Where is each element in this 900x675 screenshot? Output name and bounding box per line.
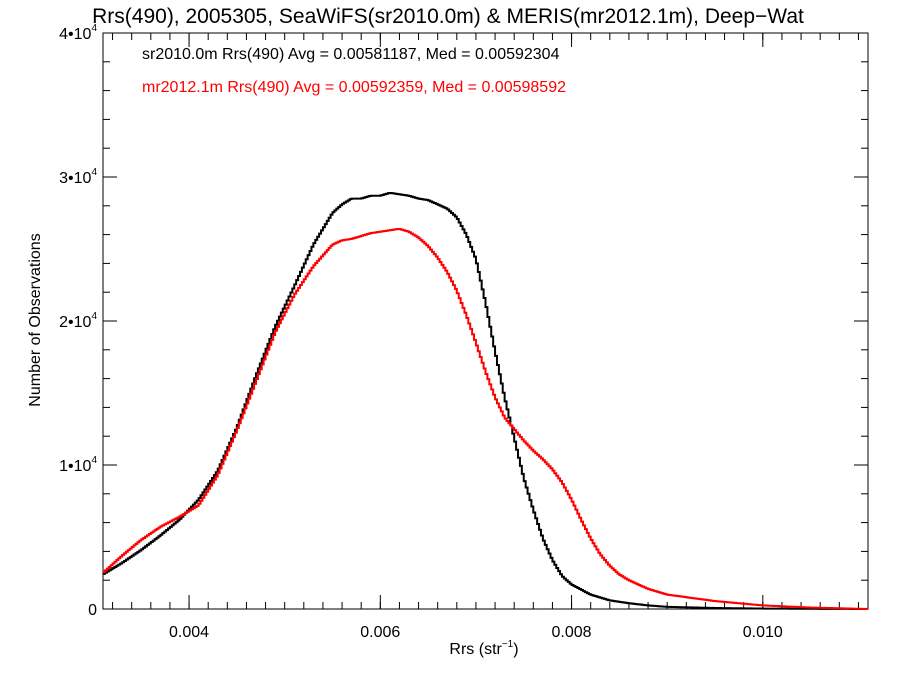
x-axis-label-suffix: ) <box>513 641 518 658</box>
legend-annotation-mr2012: mr2012.1m Rrs(490) Avg = 0.00592359, Med… <box>142 79 566 96</box>
y-tick-label: 1•104 <box>59 455 97 475</box>
series-layer <box>103 191 868 610</box>
y-tick-label-base: 1•10 <box>59 458 91 475</box>
y-tick-label: 2•104 <box>59 311 97 331</box>
x-tick-label: 0.010 <box>743 624 783 641</box>
x-tick-label: 0.008 <box>552 624 592 641</box>
series-sr2010-line <box>103 191 868 610</box>
y-tick-label-base: 2•10 <box>59 314 91 331</box>
x-axis-label: Rrs (str−1) <box>449 639 518 658</box>
y-tick-label-exponent: 4 <box>91 23 97 34</box>
y-tick-label: 4•104 <box>59 23 97 43</box>
y-axis-label: Number of Observations <box>27 233 44 406</box>
y-tick-label-exponent: 4 <box>91 455 97 466</box>
y-tick-label-base: 3•10 <box>59 170 91 187</box>
y-tick-label-exponent: 4 <box>91 167 97 178</box>
y-tick-label: 3•104 <box>59 167 97 187</box>
y-tick-label-base: 0 <box>88 602 97 619</box>
x-axis-label-text: Rrs (str <box>449 641 502 658</box>
legend-annotation-sr2010: sr2010.0m Rrs(490) Avg = 0.00581187, Med… <box>142 46 560 63</box>
x-axis: 0.004 0.006 0.008 0.010 <box>112 33 859 641</box>
series-mr2012-line <box>103 227 868 610</box>
y-tick-label-base: 4•10 <box>59 26 91 43</box>
x-axis-label-superscript: −1 <box>502 639 514 650</box>
y-tick-label: 0 <box>88 602 97 619</box>
y-tick-label-exponent: 4 <box>91 311 97 322</box>
x-tick-label: 0.004 <box>169 624 209 641</box>
x-tick-label: 0.006 <box>360 624 400 641</box>
chart-title: Rrs(490), 2005305, SeaWiFS(sr2010.0m) & … <box>92 5 804 28</box>
